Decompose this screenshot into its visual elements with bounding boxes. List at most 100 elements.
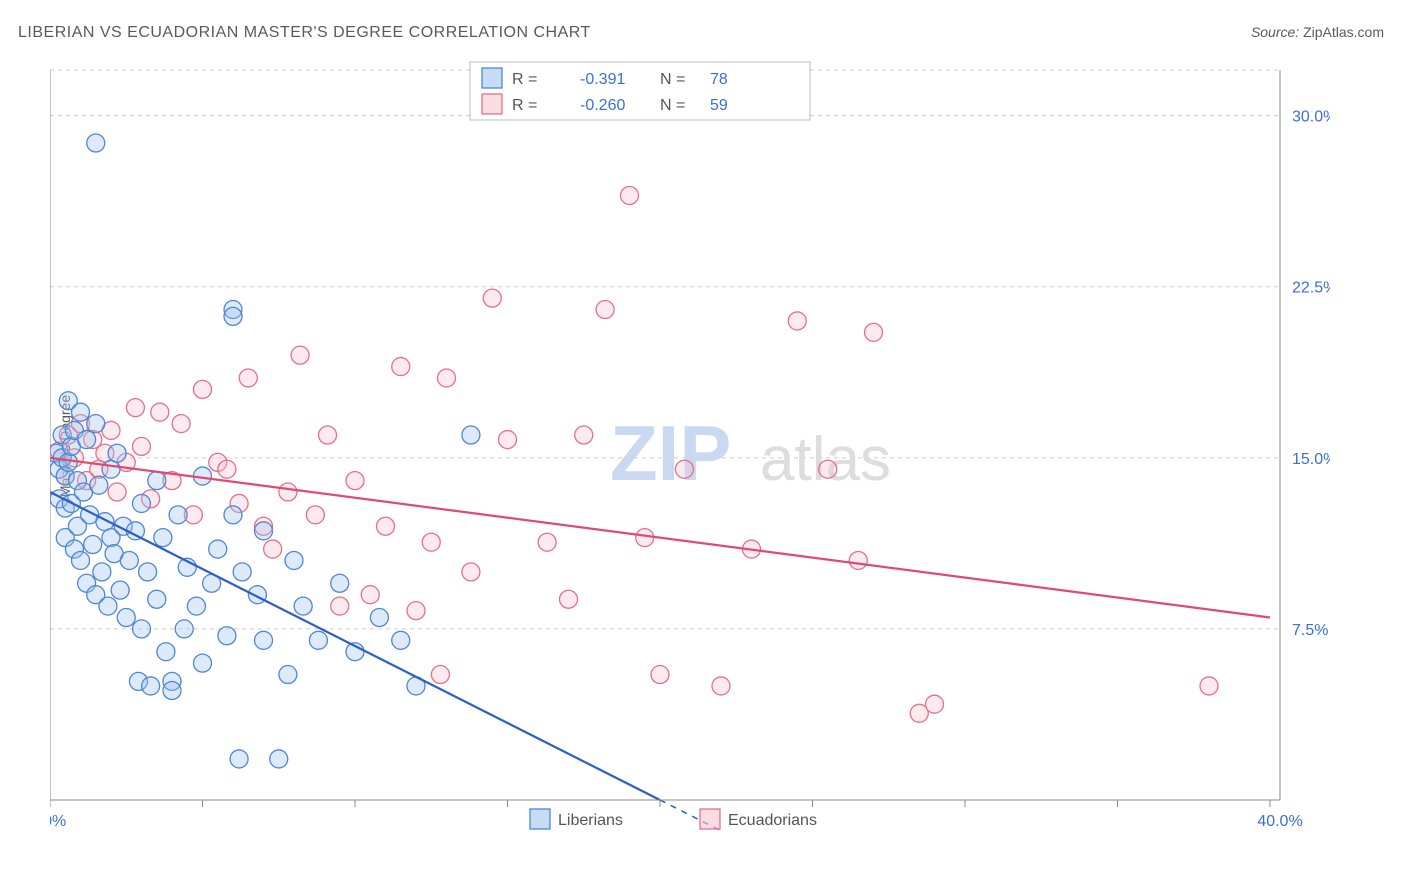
source-attribution: Source: ZipAtlas.com	[1251, 24, 1384, 40]
chart-title: LIBERIAN VS ECUADORIAN MASTER'S DEGREE C…	[18, 24, 591, 42]
data-point	[111, 581, 129, 599]
data-point	[575, 426, 593, 444]
data-point	[157, 643, 175, 661]
x-tick-label: 40.0%	[1257, 813, 1302, 830]
source-value: ZipAtlas.com	[1303, 24, 1384, 40]
data-point	[139, 563, 157, 581]
data-point	[294, 597, 312, 615]
legend-r-value: -0.391	[580, 71, 625, 88]
data-point	[651, 666, 669, 684]
data-point	[233, 563, 251, 581]
legend-n-value: 78	[710, 71, 728, 88]
legend-swatch	[482, 68, 502, 88]
data-point	[636, 529, 654, 547]
data-point	[438, 369, 456, 387]
source-label: Source:	[1251, 24, 1303, 40]
data-point	[148, 472, 166, 490]
y-tick-label: 15.0%	[1292, 451, 1330, 468]
legend-n-value: 59	[710, 97, 728, 114]
data-point	[108, 483, 126, 501]
x-ticks	[50, 800, 1270, 807]
watermark-zip: ZIP	[610, 409, 731, 497]
data-point	[926, 695, 944, 713]
data-point	[194, 654, 212, 672]
data-point	[151, 403, 169, 421]
data-point	[148, 590, 166, 608]
data-point	[255, 522, 273, 540]
scatter-points-liberians	[50, 134, 480, 768]
data-point	[306, 506, 324, 524]
legend-r-label: R =	[512, 97, 537, 114]
data-point	[187, 597, 205, 615]
y-tick-label: 30.0%	[1292, 109, 1330, 126]
data-point	[224, 506, 242, 524]
data-point	[1200, 677, 1218, 695]
y-tick-label: 22.5%	[1292, 280, 1330, 297]
data-point	[621, 186, 639, 204]
data-point	[538, 533, 556, 551]
data-point	[163, 682, 181, 700]
data-point	[209, 540, 227, 558]
data-point	[392, 358, 410, 376]
data-point	[120, 551, 138, 569]
data-point	[309, 631, 327, 649]
data-point	[255, 631, 273, 649]
data-point	[596, 301, 614, 319]
legend-r-label: R =	[512, 71, 537, 88]
watermark: ZIP atlas	[610, 409, 891, 497]
data-point	[218, 627, 236, 645]
data-point	[126, 399, 144, 417]
data-point	[407, 602, 425, 620]
data-point	[483, 289, 501, 307]
gridlines	[50, 70, 1280, 629]
data-point	[270, 750, 288, 768]
data-point	[462, 426, 480, 444]
scatter-plot: ZIP atlas 7.5%15.0%22.5%30.0% 0.0%40.0% …	[50, 60, 1330, 830]
data-point	[331, 574, 349, 592]
data-point	[72, 403, 90, 421]
data-point	[230, 750, 248, 768]
data-point	[169, 506, 187, 524]
regression-line	[50, 492, 660, 800]
data-point	[87, 415, 105, 433]
data-point	[279, 666, 297, 684]
data-point	[102, 460, 120, 478]
data-point	[431, 666, 449, 684]
data-point	[78, 431, 96, 449]
data-point	[264, 540, 282, 558]
data-point	[133, 620, 151, 638]
data-point	[84, 536, 102, 554]
data-point	[133, 494, 151, 512]
legend-swatch	[700, 809, 720, 829]
data-point	[194, 380, 212, 398]
legend-r-value: -0.260	[580, 97, 625, 114]
legend-n-label: N =	[660, 71, 685, 88]
data-point	[377, 517, 395, 535]
data-point	[422, 533, 440, 551]
data-point	[99, 597, 117, 615]
data-point	[154, 529, 172, 547]
legend-series: LiberiansEcuadorians	[530, 809, 817, 829]
legend-swatch	[482, 94, 502, 114]
data-point	[172, 415, 190, 433]
data-point	[175, 620, 193, 638]
watermark-atlas: atlas	[760, 425, 891, 494]
data-point	[142, 677, 160, 695]
data-point	[370, 609, 388, 627]
data-point	[849, 551, 867, 569]
y-tick-labels: 7.5%15.0%22.5%30.0%	[1292, 109, 1330, 639]
data-point	[675, 460, 693, 478]
data-point	[499, 431, 517, 449]
legend-correlation-box: R =-0.391N =78R =-0.260N =59	[470, 62, 810, 120]
data-point	[819, 460, 837, 478]
data-point	[87, 134, 105, 152]
data-point	[72, 551, 90, 569]
data-point	[319, 426, 337, 444]
x-tick-label: 0.0%	[50, 813, 66, 830]
legend-series-label: Ecuadorians	[728, 812, 817, 829]
data-point	[392, 631, 410, 649]
x-tick-labels: 0.0% 40.0%	[50, 813, 1303, 830]
data-point	[331, 597, 349, 615]
data-point	[346, 472, 364, 490]
data-point	[117, 609, 135, 627]
